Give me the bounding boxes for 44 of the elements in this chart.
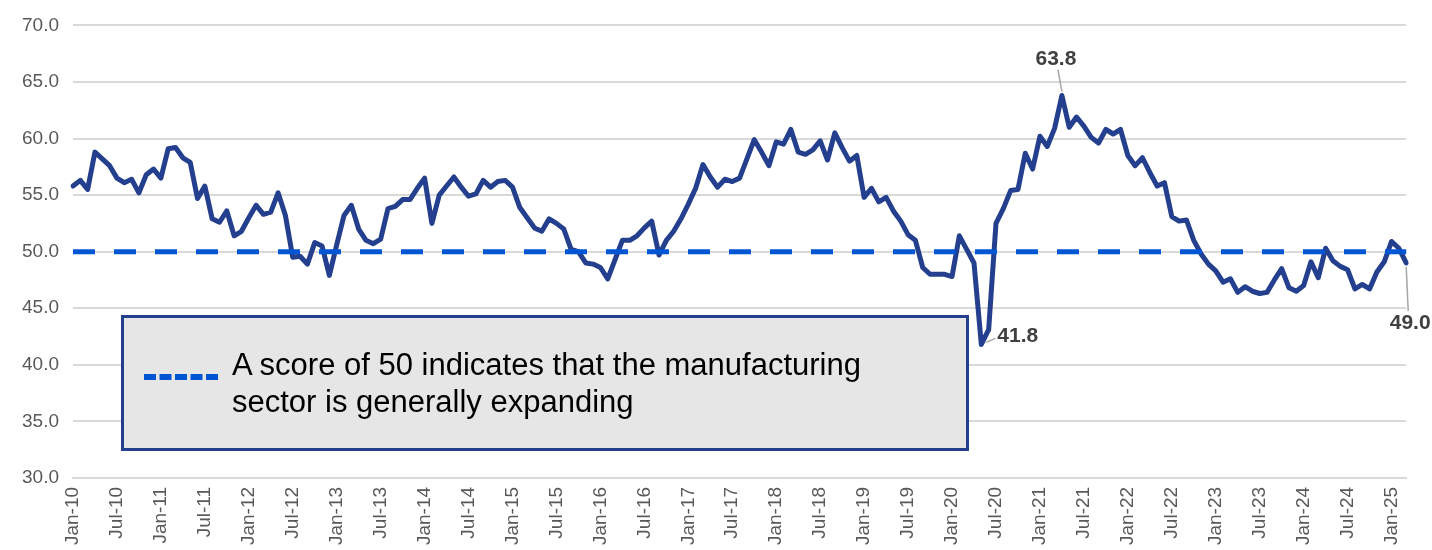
x-tick-label: Jan-10 bbox=[61, 486, 83, 546]
x-tick-label: Jul-18 bbox=[808, 486, 830, 539]
y-tick-label: 55.0 bbox=[22, 183, 59, 205]
data-label: 41.8 bbox=[997, 323, 1039, 347]
x-tick-label: Jul-14 bbox=[456, 486, 478, 539]
data-label: 63.8 bbox=[1035, 46, 1077, 70]
x-tick-label: Jan-19 bbox=[852, 486, 874, 546]
x-tick-label: Jan-16 bbox=[588, 486, 610, 546]
x-tick-label: Jan-23 bbox=[1203, 486, 1225, 546]
x-tick-label: Jul-21 bbox=[1072, 486, 1094, 539]
x-tick-label: Jan-20 bbox=[940, 486, 962, 546]
x-tick-label: Jul-24 bbox=[1335, 486, 1357, 539]
y-tick-label: 70.0 bbox=[22, 13, 59, 35]
x-tick-label: Jan-18 bbox=[764, 486, 786, 546]
y-tick-label: 45.0 bbox=[22, 296, 59, 318]
y-tick-label: 65.0 bbox=[22, 70, 59, 92]
x-tick-label: Jan-17 bbox=[676, 486, 698, 546]
x-tick-label: Jul-11 bbox=[193, 486, 215, 538]
legend-label: A score of 50 indicates that the manufacturing sector is generally expanding bbox=[232, 346, 862, 420]
y-tick-label: 40.0 bbox=[22, 353, 59, 375]
x-tick-label: Jan-13 bbox=[324, 486, 346, 546]
x-tick-label: Jul-15 bbox=[544, 486, 566, 539]
x-tick-label: Jul-13 bbox=[368, 486, 390, 539]
x-tick-label: Jul-23 bbox=[1247, 486, 1269, 539]
x-tick-label: Jul-19 bbox=[896, 486, 918, 539]
x-tick-label: Jan-24 bbox=[1291, 486, 1313, 546]
x-tick-label: Jul-20 bbox=[984, 486, 1006, 539]
y-tick-label: 30.0 bbox=[22, 466, 59, 488]
y-tick-label: 35.0 bbox=[22, 409, 59, 431]
x-tick-label: Jul-22 bbox=[1160, 486, 1182, 539]
x-tick-label: Jul-10 bbox=[105, 486, 127, 539]
x-tick-label: Jan-15 bbox=[500, 486, 522, 546]
x-tick-label: Jan-25 bbox=[1379, 486, 1401, 546]
x-tick-label: Jan-22 bbox=[1116, 486, 1138, 546]
y-tick-label: 50.0 bbox=[22, 239, 59, 261]
data-label: 49.0 bbox=[1389, 309, 1431, 333]
x-tick-label: Jul-17 bbox=[720, 486, 742, 539]
x-tick-label: Jul-12 bbox=[280, 486, 302, 539]
x-tick-label: Jan-12 bbox=[237, 486, 259, 546]
x-tick-label: Jan-21 bbox=[1028, 486, 1050, 546]
y-tick-label: 60.0 bbox=[22, 126, 59, 148]
x-tick-label: Jan-11 bbox=[149, 486, 171, 544]
x-tick-label: Jan-14 bbox=[412, 486, 434, 546]
x-tick-label: Jul-16 bbox=[632, 486, 654, 539]
